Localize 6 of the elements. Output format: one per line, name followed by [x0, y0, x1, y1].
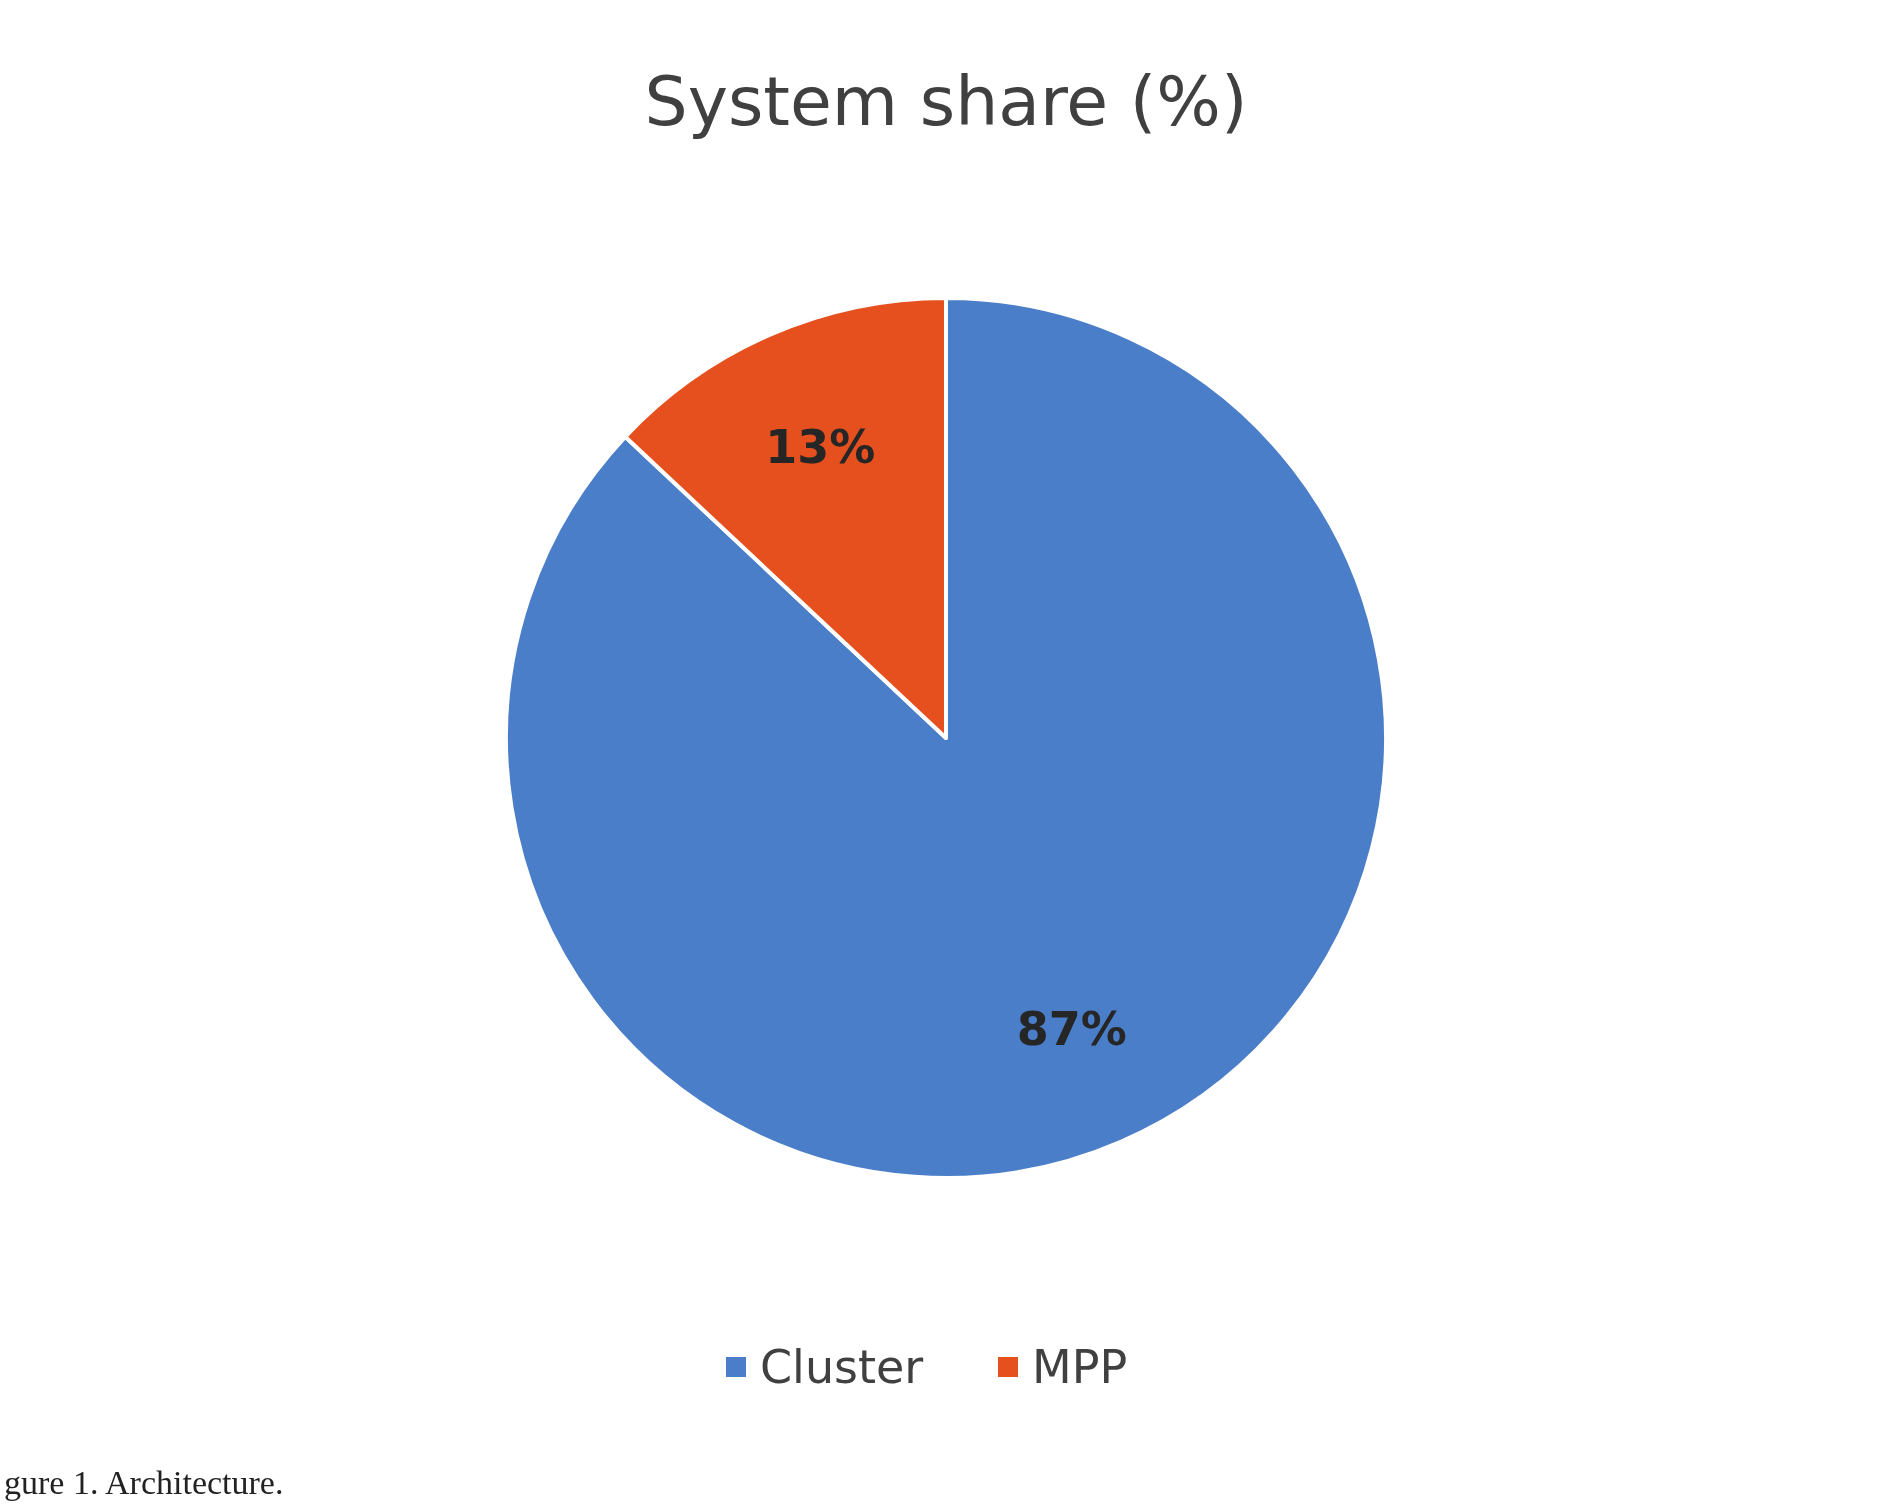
data-label: 87% [1016, 1001, 1127, 1056]
text: gure 1. Architecture. [4, 1464, 284, 1501]
data-label: 13% [765, 420, 876, 475]
chart-title: System share (%) [644, 62, 1248, 141]
legend-label: MPP [1032, 1340, 1128, 1394]
legend-label: Cluster [760, 1340, 924, 1394]
